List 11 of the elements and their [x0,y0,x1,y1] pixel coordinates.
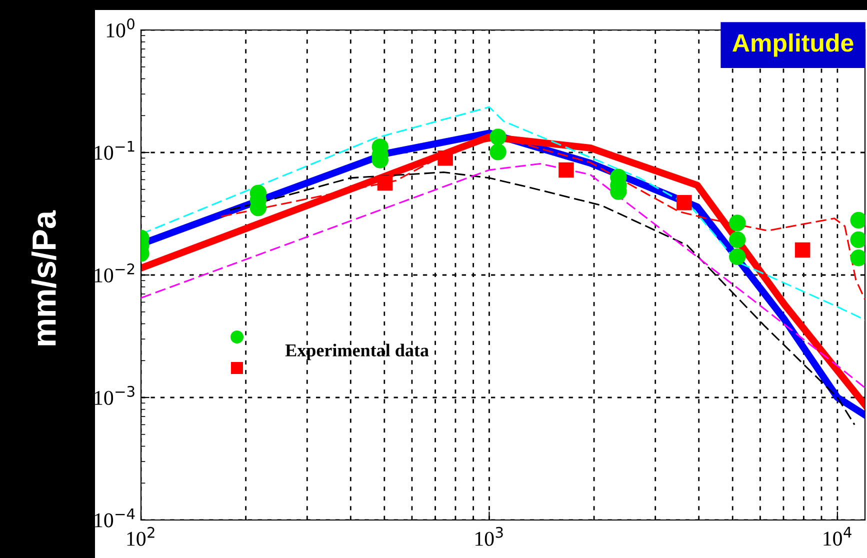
x-tick-label: 10$^{3}$ [476,526,503,546]
y-tick-label: 10$^{−1}$ [94,141,134,160]
y-tick-label: 10$^{−3}$ [94,386,134,405]
annotation: Amplitude [732,33,854,57]
annotation: Experimental data [285,344,429,360]
y-tick-label: 10$^{0}$ [106,18,134,38]
y-axis-title: mm/s/Pa [31,210,56,346]
y-tick-label: 10$^{−2}$ [94,263,134,282]
x-tick-label: 10$^{4}$ [824,526,852,546]
x-tick-label: 10$^{2}$ [127,526,154,546]
y-tick-label: 10$^{−4}$ [94,508,135,528]
